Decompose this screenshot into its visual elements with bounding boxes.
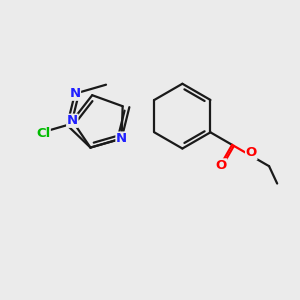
Text: N: N [69,87,80,100]
Text: Cl: Cl [36,127,50,140]
Text: N: N [67,114,78,127]
Text: N: N [116,132,127,145]
Text: O: O [215,159,227,172]
Text: O: O [246,146,257,159]
